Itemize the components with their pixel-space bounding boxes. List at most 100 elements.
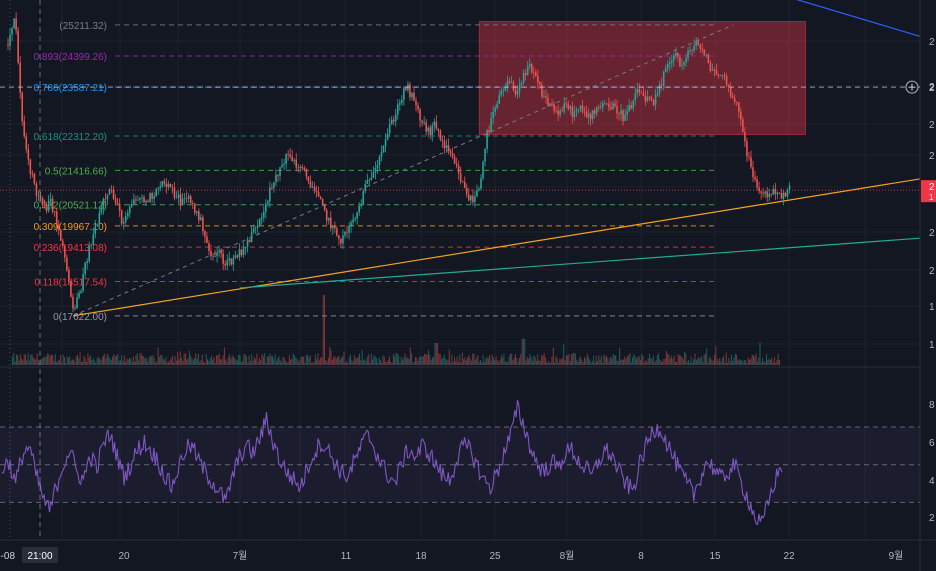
candle-body <box>772 189 775 195</box>
candle-body <box>372 172 375 178</box>
candle-body <box>216 252 218 256</box>
volume-bar <box>487 358 489 365</box>
volume-bar <box>555 356 557 365</box>
candle-body <box>141 196 143 198</box>
candle-body <box>214 255 216 257</box>
candle-body <box>668 62 671 65</box>
candle-body <box>721 74 724 76</box>
candle-body <box>185 198 188 199</box>
volume-bar <box>122 361 124 365</box>
volume-bar <box>357 356 359 365</box>
volume-bar <box>118 360 120 365</box>
candle-body <box>187 196 190 199</box>
volume-bar <box>675 361 676 365</box>
volume-bar <box>751 354 753 365</box>
candle-body <box>606 103 608 105</box>
volume-bar <box>324 295 325 365</box>
volume-bar <box>91 360 93 365</box>
volume-bar <box>638 356 640 365</box>
volume-bar <box>677 354 679 365</box>
volume-bar <box>117 354 119 365</box>
volume-bar <box>772 362 774 365</box>
volume-bar <box>537 354 539 365</box>
volume-bar <box>275 361 277 365</box>
candle-body <box>486 130 488 149</box>
volume-bar <box>235 359 237 365</box>
candle-body <box>642 92 645 97</box>
volume-bar <box>157 347 159 365</box>
candle-body <box>43 204 46 206</box>
volume-bar <box>469 358 471 365</box>
volume-bar <box>642 355 644 365</box>
volume-bar <box>398 355 400 365</box>
volume-bar <box>686 361 688 365</box>
candle-body <box>758 187 760 192</box>
volume-bar <box>317 353 319 365</box>
price-axis-tick: 2 <box>929 266 935 277</box>
oscillator-axis-tick: 8 <box>929 400 935 411</box>
volume-bar <box>681 357 683 365</box>
candle-body <box>380 152 383 157</box>
volume-bar <box>715 346 717 365</box>
candle-body <box>232 258 235 265</box>
candle-body <box>362 191 365 205</box>
volume-bar <box>477 355 479 365</box>
volume-bar <box>697 358 699 365</box>
volume-bar <box>158 356 160 365</box>
volume-bar <box>526 356 528 365</box>
volume-bar <box>346 360 348 365</box>
volume-bar <box>73 359 75 365</box>
time-axis-label: 7월 <box>233 550 248 562</box>
candle-body <box>281 164 283 168</box>
volume-bar <box>90 355 91 365</box>
volume-bar <box>292 353 294 365</box>
volume-bar <box>278 356 280 365</box>
volume-bar <box>493 357 494 365</box>
volume-bar <box>749 359 751 365</box>
fib-level-label: 0.893(24399.26) <box>34 52 107 63</box>
candle-body <box>376 165 379 169</box>
volume-bar <box>359 353 361 365</box>
candle-body <box>287 153 289 155</box>
volume-bar <box>288 355 290 365</box>
candle-body <box>494 108 496 112</box>
candle-body <box>520 83 523 85</box>
candle-body <box>569 106 572 109</box>
volume-bar <box>517 361 519 365</box>
price-axis-tick: 2 <box>929 82 935 93</box>
volume-bar <box>766 354 767 365</box>
volume-bar <box>123 355 125 365</box>
volume-bar <box>314 354 316 365</box>
volume-bar <box>225 359 227 365</box>
candle-body <box>470 195 472 201</box>
candle-body <box>90 244 93 247</box>
volume-bar <box>634 355 636 365</box>
candle-body <box>366 180 369 184</box>
volume-bar <box>541 355 543 365</box>
candle-body <box>325 210 328 221</box>
candle-body <box>524 72 527 76</box>
candle-body <box>124 216 127 222</box>
candle-body <box>116 202 119 204</box>
volume-bar <box>184 353 186 365</box>
volume-bar <box>307 354 309 365</box>
candle-body <box>62 240 64 246</box>
volume-bar <box>312 362 314 365</box>
volume-bar <box>99 358 101 365</box>
volume-bar <box>645 360 647 365</box>
candle-body <box>311 186 314 188</box>
volume-bar <box>704 353 706 365</box>
volume-bar <box>658 353 660 365</box>
volume-bar <box>584 357 585 365</box>
candle-body <box>719 75 722 76</box>
volume-bar <box>65 362 67 365</box>
volume-bar <box>377 362 379 365</box>
volume-bar <box>651 359 653 365</box>
volume-bar <box>286 362 288 365</box>
volume-bar <box>740 360 741 365</box>
candle-body <box>295 159 298 168</box>
volume-bar <box>734 353 736 365</box>
volume-bar <box>48 353 50 365</box>
volume-bar <box>47 353 49 365</box>
